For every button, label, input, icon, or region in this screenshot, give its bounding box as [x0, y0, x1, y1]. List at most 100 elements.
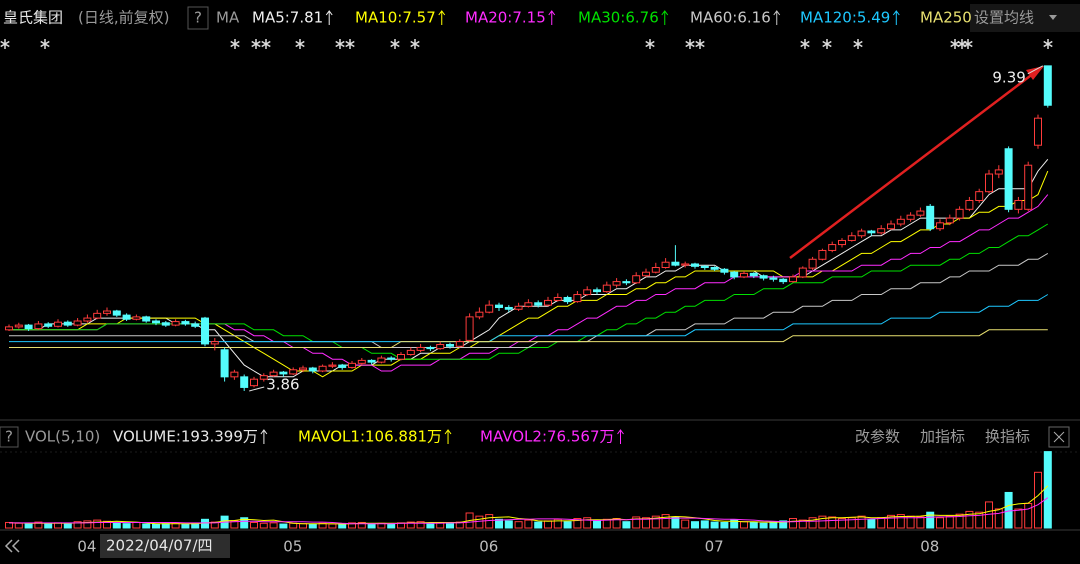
volume-bar: [367, 523, 376, 529]
event-marker: [853, 39, 863, 49]
button[interactable]: 加指标: [920, 428, 965, 446]
volume-bar: [867, 518, 876, 529]
candle-body: [583, 289, 592, 296]
candle-body: [818, 249, 827, 260]
candle-body: [446, 344, 454, 347]
candle-body: [230, 371, 239, 378]
trend-arrow: [789, 66, 1044, 259]
volume-bar: [583, 517, 592, 529]
ma-line: [9, 252, 1049, 348]
candle-body: [975, 191, 984, 201]
trend-icon: [617, 429, 624, 444]
event-marker: [1043, 39, 1053, 49]
candle-body: [906, 214, 915, 220]
settings-box[interactable]: [970, 4, 1080, 32]
volume-bar: [651, 515, 660, 529]
candle-body: [426, 346, 435, 350]
legend-entry: MA20:7.15: [465, 9, 546, 27]
volume-bar: [299, 523, 307, 529]
volume-bar: [563, 521, 572, 529]
help-button[interactable]: ?: [5, 428, 13, 446]
candle-body: [73, 320, 82, 326]
volume-legend: VOLUME:193.399万: [113, 428, 258, 446]
event-marker: [40, 39, 50, 49]
volume-bar: [926, 511, 935, 529]
candle-body: [250, 378, 258, 387]
candle-body: [749, 272, 758, 277]
candle-body: [504, 306, 513, 310]
candle-body: [936, 222, 944, 230]
candle-body: [602, 284, 611, 293]
candle-body: [161, 322, 170, 326]
volume-bar: [661, 514, 670, 529]
dropdown-icon[interactable]: [1049, 15, 1057, 20]
trend-icon: [325, 10, 333, 25]
candle-body: [308, 367, 317, 372]
volume-bar: [495, 518, 503, 529]
candle-body: [838, 239, 846, 246]
volume-bar: [475, 515, 484, 529]
candle-body: [387, 357, 396, 360]
event-marker: [230, 39, 240, 49]
candle-body: [220, 349, 229, 378]
button[interactable]: 换指标: [985, 428, 1030, 446]
candle-body: [553, 296, 562, 301]
candle-body: [328, 364, 337, 367]
scroll-left[interactable]: [4, 539, 20, 553]
candle-body: [808, 258, 817, 269]
volume-bar: [838, 518, 846, 529]
candle-body: [83, 317, 92, 322]
ma-line: [9, 329, 1048, 348]
volume-bar: [700, 520, 709, 529]
volume-bar: [83, 520, 92, 529]
volume-bar: [14, 522, 23, 529]
volume-bar: [514, 521, 523, 529]
volume-bar: [24, 523, 33, 529]
candle-body: [691, 263, 699, 267]
candle-body: [730, 271, 739, 278]
volume-bar: [710, 521, 719, 529]
help-box[interactable]: [0, 426, 19, 448]
candle-body: [789, 276, 797, 283]
candle-body: [338, 364, 347, 368]
candle-body: [495, 304, 503, 308]
candle-body: [612, 281, 621, 286]
volume-bar: [161, 523, 170, 529]
close-button[interactable]: [1048, 426, 1070, 448]
candle-body: [671, 261, 680, 266]
volume-bar: [122, 523, 131, 529]
candle-body: [122, 314, 131, 320]
volume-bar: [808, 517, 817, 529]
volume-bar: [485, 514, 494, 529]
candle-body: [259, 375, 268, 380]
candle-body: [994, 169, 1003, 175]
candle-body: [720, 268, 729, 273]
indicator-label: MA: [216, 9, 240, 27]
close-icon[interactable]: [1053, 431, 1065, 443]
button[interactable]: 改参数: [855, 428, 900, 446]
candle-body: [201, 317, 209, 345]
candle-body: [14, 324, 23, 328]
legend-entry: MA60:6.16: [690, 9, 771, 27]
volume-bar: [181, 523, 190, 529]
event-marker: [345, 39, 355, 49]
candle-body: [132, 316, 141, 320]
volume-bar: [259, 522, 268, 529]
candle-body: [740, 272, 748, 278]
close-box[interactable]: [1048, 426, 1070, 448]
help-box[interactable]: [187, 6, 209, 30]
candle-body: [857, 230, 866, 237]
settings-button[interactable]: 设置均线: [974, 9, 1034, 27]
volume-bar: [338, 523, 347, 529]
candle-body: [887, 223, 895, 230]
candle-body: [34, 323, 43, 330]
legend-entry: MA30:6.76: [578, 9, 659, 27]
candle-body: [436, 344, 445, 350]
candle-body: [475, 311, 484, 318]
help-button[interactable]: ?: [194, 9, 202, 27]
volume-bar: [896, 514, 905, 529]
x-tick-label: 07: [705, 538, 724, 556]
